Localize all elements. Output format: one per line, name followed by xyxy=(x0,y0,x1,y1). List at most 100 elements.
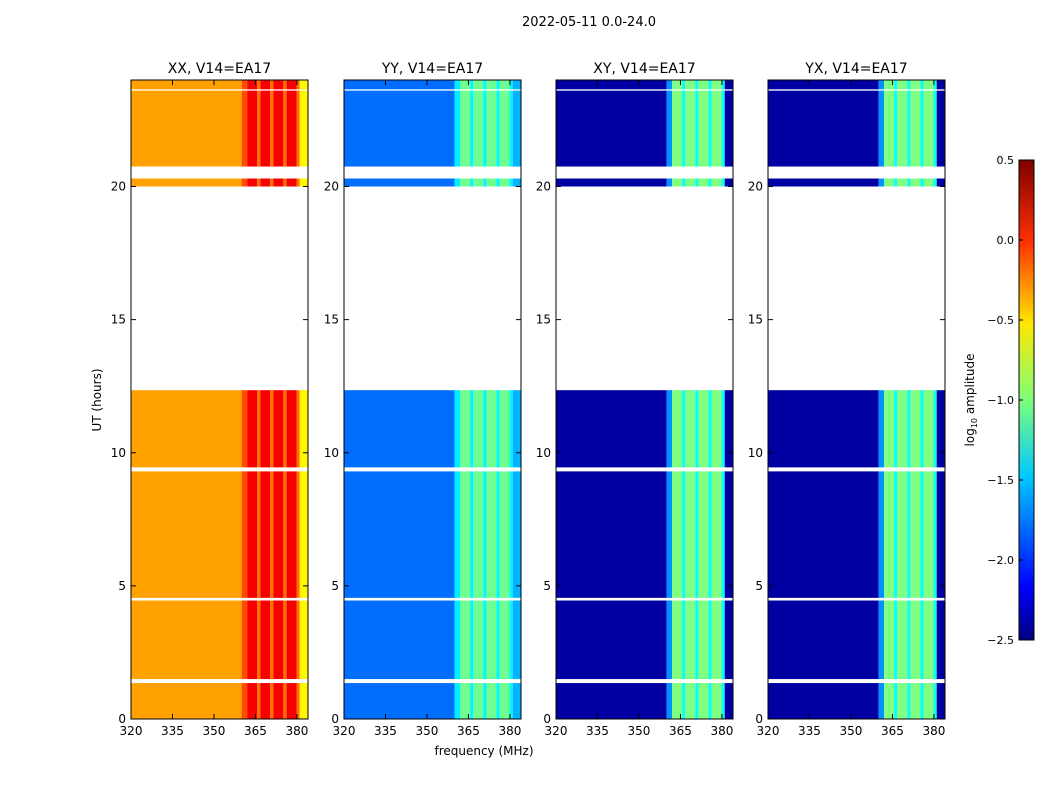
y-tick-label: 5 xyxy=(543,579,551,593)
heatmap-cell xyxy=(296,390,300,468)
heatmap-cell xyxy=(299,471,308,598)
heatmap-cell xyxy=(685,178,696,187)
heatmap-cell xyxy=(936,471,945,598)
heatmap-cell xyxy=(711,90,722,167)
heatmap-cell xyxy=(512,683,521,719)
heatmap-cell xyxy=(768,80,879,90)
heatmap-cell xyxy=(923,178,934,187)
y-tick-label: 15 xyxy=(324,313,339,327)
heatmap-cell xyxy=(672,600,683,680)
heatmap-cell xyxy=(933,80,937,90)
y-tick-label: 20 xyxy=(324,180,339,194)
heatmap-cell xyxy=(878,80,885,90)
heatmap-cell xyxy=(260,80,271,90)
heatmap-cell xyxy=(672,80,683,90)
heatmap-cell xyxy=(344,80,455,90)
heatmap-cell xyxy=(499,178,510,187)
heatmap-cell xyxy=(682,178,686,187)
heatmap-cell xyxy=(509,390,513,468)
heatmap-cell xyxy=(486,178,497,187)
heatmap-cell xyxy=(672,471,683,598)
heatmap-cell xyxy=(241,178,248,187)
heatmap-cell xyxy=(473,178,484,187)
heatmap-cell xyxy=(283,90,287,167)
panel-title: YX, V14=EA17 xyxy=(804,61,907,77)
heatmap-cell xyxy=(685,390,696,468)
heatmap-cell xyxy=(286,471,297,598)
heatmap-cell xyxy=(923,600,934,680)
heatmap-cell xyxy=(695,90,699,167)
heatmap-cell xyxy=(724,683,733,719)
heatmap-cell xyxy=(556,178,667,187)
heatmap-cell xyxy=(496,80,500,90)
heatmap-cell xyxy=(556,600,667,680)
heatmap-cell xyxy=(296,683,300,719)
heatmap-cell xyxy=(512,90,521,167)
heatmap-cell xyxy=(296,80,300,90)
heatmap-cell xyxy=(897,90,908,167)
heatmap-cell xyxy=(512,80,521,90)
heatmap-cell xyxy=(260,683,271,719)
heatmap-cell xyxy=(486,600,497,680)
heatmap-cell xyxy=(721,390,725,468)
heatmap-cell xyxy=(768,90,879,167)
colorbar-tick-label: −1.5 xyxy=(987,474,1014,487)
colorbar: 0.5 0.0 −0.5 −1.0 −1.5 −2.0 −2.5 log10 amplitud… xyxy=(963,154,1035,647)
heatmap-cell xyxy=(894,683,898,719)
heatmap-cell xyxy=(473,90,484,167)
heatmap-cell xyxy=(473,600,484,680)
heatmap-cell xyxy=(897,683,908,719)
heatmap-cell xyxy=(894,390,898,468)
heatmap-cell xyxy=(933,683,937,719)
heatmap-cell xyxy=(131,683,242,719)
heatmap-cell xyxy=(721,80,725,90)
heatmap-cell xyxy=(454,90,461,167)
heatmap-cell xyxy=(270,390,274,468)
heatmap-cell xyxy=(257,178,261,187)
heatmap-cell xyxy=(910,178,921,187)
heatmap-cell xyxy=(666,683,673,719)
heatmap-cell xyxy=(685,471,696,598)
heatmap-cell xyxy=(241,471,248,598)
heatmap-cell xyxy=(708,80,712,90)
heatmap-cell xyxy=(920,90,924,167)
heatmap-cell xyxy=(241,683,248,719)
heatmap-cell xyxy=(666,390,673,468)
heatmap-cell xyxy=(897,80,908,90)
heatmap-cell xyxy=(454,178,461,187)
heatmap-cell xyxy=(910,600,921,680)
heatmap-cell xyxy=(486,390,497,468)
heatmap-cell xyxy=(768,471,879,598)
heatmap-cell xyxy=(454,683,461,719)
heatmap-cell xyxy=(920,80,924,90)
heatmap-cell xyxy=(273,178,284,187)
y-tick-label: 0 xyxy=(755,712,763,726)
x-tick-label: 350 xyxy=(203,724,226,738)
heatmap-cell xyxy=(273,600,284,680)
heatmap-cell xyxy=(878,471,885,598)
x-tick-label: 380 xyxy=(922,724,945,738)
x-tick-label: 335 xyxy=(798,724,821,738)
heatmap-cell xyxy=(897,600,908,680)
heatmap-cell xyxy=(907,471,911,598)
colorbar-label: log10 amplitude xyxy=(963,354,979,447)
heatmap-cell xyxy=(711,600,722,680)
heatmap-cell xyxy=(247,80,258,90)
heatmap-cell xyxy=(920,390,924,468)
heatmap-cell xyxy=(496,178,500,187)
y-tick-label: 20 xyxy=(536,180,551,194)
heatmap-cell xyxy=(296,471,300,598)
heatmap-cell xyxy=(486,90,497,167)
y-tick-label: 0 xyxy=(543,712,551,726)
heatmap-cell xyxy=(724,80,733,90)
heatmap-cell xyxy=(270,90,274,167)
heatmap-cell xyxy=(910,390,921,468)
heatmap-cell xyxy=(512,390,521,468)
y-tick-label: 15 xyxy=(111,313,126,327)
heatmap-cell xyxy=(344,390,455,468)
heatmap-cell xyxy=(283,471,287,598)
heatmap-cell xyxy=(486,683,497,719)
heatmap-cell xyxy=(698,471,709,598)
